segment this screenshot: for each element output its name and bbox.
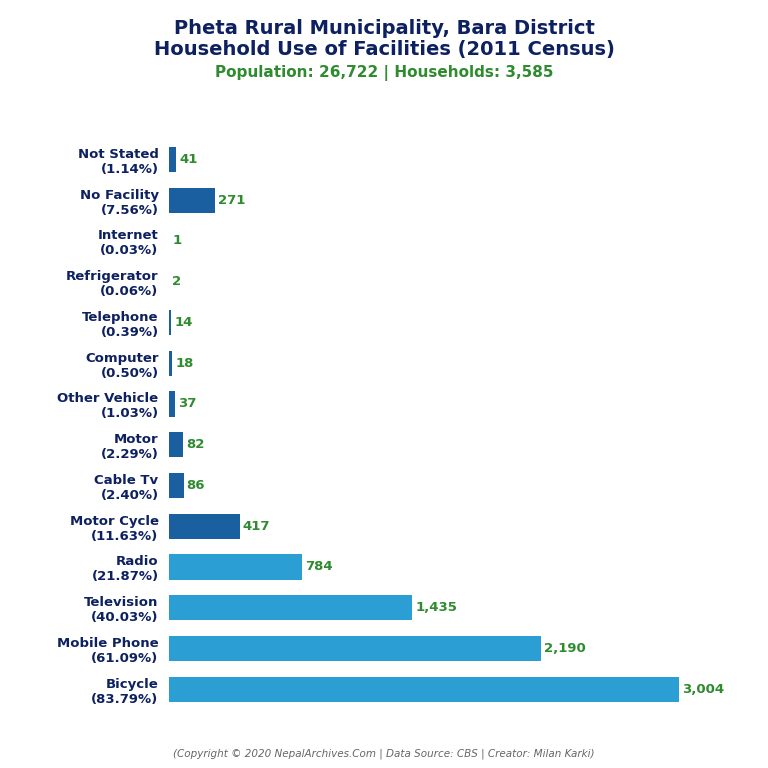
Bar (169, 514, 240, 539)
Text: Population: 26,722 | Households: 3,585: Population: 26,722 | Households: 3,585 (215, 65, 553, 81)
Text: 82: 82 (186, 439, 204, 451)
Text: 86: 86 (187, 479, 205, 492)
Text: 37: 37 (178, 398, 197, 410)
Text: 2,190: 2,190 (544, 642, 585, 655)
Text: 1: 1 (172, 234, 181, 247)
Bar (169, 350, 172, 376)
Text: (Copyright © 2020 NepalArchives.Com | Data Source: CBS | Creator: Milan Karki): (Copyright © 2020 NepalArchives.Com | Da… (174, 748, 594, 759)
Bar (169, 310, 171, 335)
Bar (169, 187, 215, 213)
Text: 2: 2 (172, 275, 181, 288)
Text: 1,435: 1,435 (415, 601, 458, 614)
Text: Pheta Rural Municipality, Bara District: Pheta Rural Municipality, Bara District (174, 19, 594, 38)
Text: 417: 417 (243, 520, 270, 533)
Text: 41: 41 (179, 153, 197, 166)
Bar (169, 595, 412, 621)
Bar (169, 473, 184, 498)
Text: 784: 784 (305, 561, 333, 574)
Bar (169, 432, 183, 457)
Text: 3,004: 3,004 (682, 683, 724, 696)
Text: Household Use of Facilities (2011 Census): Household Use of Facilities (2011 Census… (154, 40, 614, 59)
Bar (169, 554, 302, 580)
Bar (169, 636, 541, 661)
Bar (169, 392, 175, 416)
Text: 18: 18 (175, 356, 194, 369)
Bar (169, 147, 176, 172)
Bar (169, 677, 679, 702)
Text: 14: 14 (174, 316, 193, 329)
Text: 271: 271 (218, 194, 246, 207)
